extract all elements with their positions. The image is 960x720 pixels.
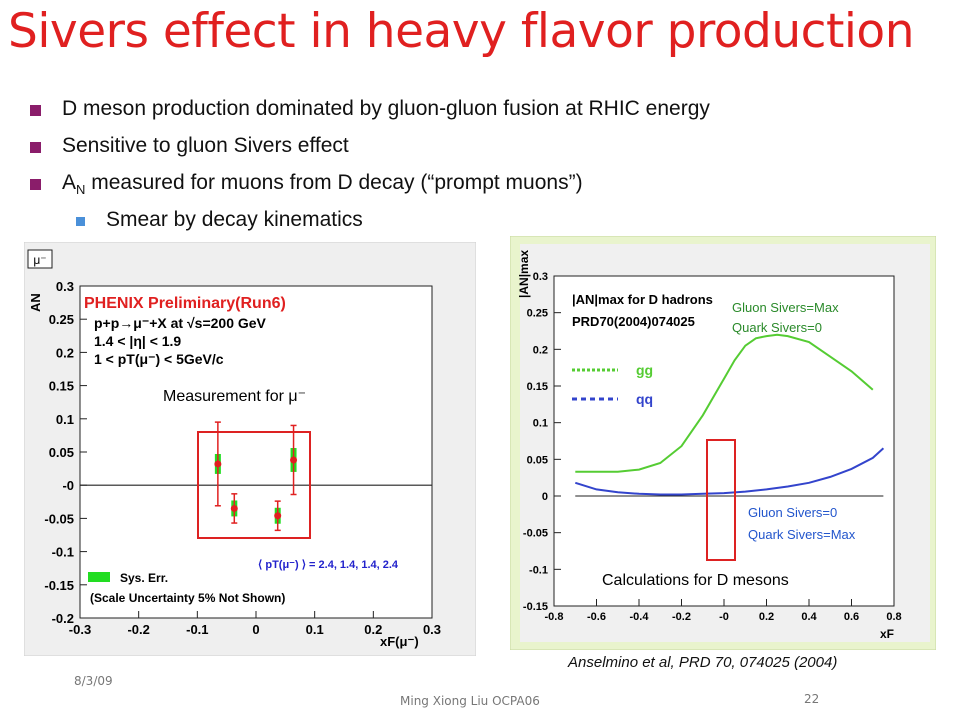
bullet-text: measured for muons from D decay (“prompt…: [85, 171, 583, 194]
bullet-item: Sensitive to gluon Sivers effect: [30, 131, 930, 168]
x-tick-label: 0.6: [844, 611, 859, 623]
calc-caption: Calculations for D mesons: [602, 572, 789, 589]
x-tick-label: 0: [252, 622, 259, 637]
y-tick-label: 0.3: [56, 279, 74, 294]
y-tick-label: -0: [62, 478, 74, 493]
sub-bullet-item: Smear by decay kinematics: [30, 205, 930, 242]
annotation-gluon-zero: Gluon Sivers=0: [748, 505, 837, 520]
bullet-list: D meson production dominated by gluon-gl…: [30, 94, 930, 242]
y-tick-label: 0.05: [49, 445, 74, 460]
y-tick-label: 0.15: [49, 379, 74, 394]
data-point: [274, 512, 282, 520]
x-tick-label: 0.2: [759, 611, 774, 623]
bullet-item: AN measured for muons from D decay (“pro…: [30, 168, 930, 205]
bullet-text: Smear by decay kinematics: [106, 208, 363, 231]
y-tick-label: 0.25: [527, 308, 548, 320]
calc-subtitle: PRD70(2004)074025: [572, 314, 695, 329]
sys-err-swatch: [88, 572, 110, 582]
x-tick-label: -0.4: [630, 611, 650, 623]
footer-author: Ming Xiong Liu OCPA06: [400, 694, 540, 708]
x-tick-label: -0: [719, 611, 729, 623]
x-tick-label: -0.2: [127, 622, 149, 637]
x-tick-label: -0.3: [69, 622, 91, 637]
y-tick-label: -0.15: [44, 578, 74, 593]
x-tick-label: 0.8: [886, 611, 901, 623]
y-tick-label: 0.25: [49, 312, 74, 327]
y-axis-label: |AN|max: [517, 250, 531, 298]
bullet-prefix: A: [62, 171, 77, 194]
x-axis-label: xF(μ⁻): [380, 634, 419, 649]
calc-title: |AN|max for D hadrons: [572, 292, 713, 307]
square-bullet-icon: [76, 217, 85, 226]
x-tick-label: -0.1: [186, 622, 208, 637]
square-bullet-icon: [30, 179, 41, 190]
slide-title: Sivers effect in heavy flavor production: [8, 4, 914, 59]
y-tick-label: -0.1: [529, 564, 548, 576]
bullet-item: D meson production dominated by gluon-gl…: [30, 94, 930, 131]
square-bullet-icon: [30, 142, 41, 153]
muon-badge: [27, 249, 53, 269]
annotation-quark-zero: Quark Sivers=0: [732, 320, 822, 335]
measurement-annotation: Measurement for μ⁻: [163, 388, 306, 405]
footer-page-number: 22: [804, 692, 820, 706]
x-axis-label: xF: [880, 627, 894, 641]
square-bullet-icon: [30, 105, 41, 116]
x-tick-label: 0.3: [423, 622, 441, 637]
bullet-subscript: N: [76, 182, 86, 198]
gg-curve: [575, 333, 874, 473]
y-tick-label: -0.05: [523, 528, 548, 540]
y-tick-label: 0.2: [533, 344, 548, 356]
x-tick-label: 0.2: [364, 622, 382, 637]
y-tick-label: 0.15: [527, 381, 548, 393]
x-tick-label: 0.4: [801, 611, 817, 623]
y-axis-label: AN: [28, 293, 43, 312]
reference-citation: Anselmino et al, PRD 70, 074025 (2004): [568, 654, 838, 671]
x-tick-label: -0.6: [587, 611, 606, 623]
legend-sys-err: Sys. Err.: [120, 571, 168, 585]
x-tick-label: -0.2: [672, 611, 691, 623]
x-tick-label: 0.1: [306, 622, 324, 637]
legend-scale-note: (Scale Uncertainty 5% Not Shown): [90, 591, 285, 605]
highlight-box: [706, 439, 736, 561]
y-tick-label: -0.05: [44, 511, 74, 526]
y-tick-label: 0.05: [527, 454, 548, 466]
info-line: 1 < pT(μ⁻) < 5GeV/c: [94, 351, 224, 367]
y-tick-label: -0.2: [52, 611, 74, 626]
footer-date: 8/3/09: [74, 674, 113, 688]
y-tick-label: -0.15: [523, 601, 548, 613]
data-point: [214, 460, 222, 468]
bullet-text: Sensitive to gluon Sivers effect: [62, 134, 349, 157]
gg-legend-label: gg: [636, 362, 653, 378]
x-tick-label: -0.8: [545, 611, 564, 623]
data-point: [230, 504, 238, 512]
qq-legend-label: qq: [636, 391, 653, 407]
annotation-quark-max: Quark Sivers=Max: [748, 527, 856, 542]
muon-badge-label: μ⁻: [33, 253, 46, 267]
y-tick-label: 0.3: [533, 271, 548, 283]
phenix-title: PHENIX Preliminary(Run6): [84, 295, 286, 312]
y-tick-label: 0.2: [56, 345, 74, 360]
annotation-gluon-max: Gluon Sivers=Max: [732, 300, 839, 315]
info-line: 1.4 < |η| < 1.9: [94, 333, 181, 349]
bullet-text: D meson production dominated by gluon-gl…: [62, 97, 710, 120]
data-point: [290, 456, 298, 464]
y-tick-label: 0.1: [533, 418, 548, 430]
y-tick-label: -0.1: [52, 545, 74, 560]
y-tick-label: 0: [542, 491, 548, 503]
highlight-box: [197, 431, 311, 539]
phenix-measurement-chart: μ⁻ 0.3 0.25 0.2 0.15 0.1 0.05 -0 -0.05 -0.1 -0.15…: [24, 242, 476, 656]
pt-note: ⟨ pT(μ⁻) ⟩ = 2.4, 1.4, 1.4, 2.4: [258, 559, 399, 571]
info-line: p+p→μ⁻+X at √s=200 GeV: [94, 315, 267, 331]
y-tick-label: 0.1: [56, 412, 74, 427]
d-meson-calculation-chart: 0.3 0.25 0.2 0.15 0.1 0.05 0 -0.05 -0.1 -0.15 -0.…: [510, 236, 936, 650]
